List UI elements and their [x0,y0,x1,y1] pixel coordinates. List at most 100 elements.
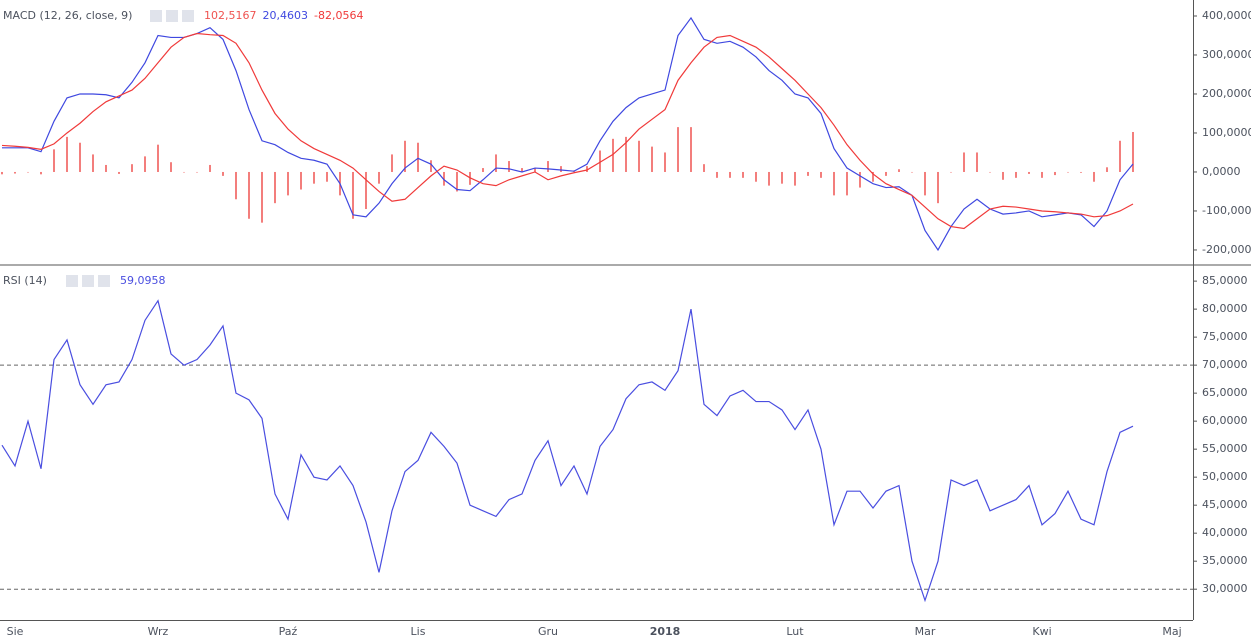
macd-icons[interactable] [150,10,194,22]
histogram-bar [768,171,770,186]
histogram-bar [391,154,393,172]
histogram-bar [807,171,809,176]
histogram-bar [261,171,263,223]
histogram-bar [898,169,900,172]
icon[interactable] [98,275,110,287]
histogram-bar [313,171,315,184]
legend-value: -82,0564 [314,9,363,22]
icon[interactable] [66,275,78,287]
legend-value: 20,4603 [263,9,309,22]
pane-title: RSI (14) [3,274,47,287]
histogram-bar [586,166,588,172]
histogram-bar [1002,171,1004,180]
histogram-bar [1119,140,1121,172]
histogram-bar [378,171,380,184]
histogram-bar [79,142,81,172]
histogram-bar [443,171,445,186]
histogram-bar [1,171,3,175]
icon[interactable] [82,275,94,287]
x-tick-label: Sie [7,625,24,638]
histogram-bar [885,171,887,176]
histogram-bar [222,171,224,176]
y-tick-label: 75,0000 [1202,330,1248,343]
histogram-bar [1106,167,1108,172]
histogram-bar [1067,171,1069,173]
pane-title: MACD (12, 26, close, 9) [3,9,132,22]
histogram-bar [560,166,562,172]
y-tick-label: 60,0000 [1202,414,1248,427]
histogram-bar [300,171,302,190]
histogram-bar [820,171,822,178]
y-tick-label: 70,0000 [1202,358,1248,371]
icon[interactable] [150,10,162,22]
histogram-bar [508,161,510,172]
histogram-bar [781,171,783,184]
histogram-bar [547,161,549,172]
rsi-icons[interactable] [66,275,110,287]
icon[interactable] [182,10,194,22]
x-tick-label: Gru [538,625,558,638]
x-tick-label: Maj [1162,625,1181,638]
histogram-bar [196,171,198,173]
x-tick-label: Kwi [1032,625,1051,638]
histogram-bar [157,144,159,172]
histogram-bar [14,171,16,174]
histogram-bar [1015,171,1017,178]
histogram-bar [911,171,913,173]
histogram-bar [976,152,978,172]
histogram-bar [66,136,68,172]
x-tick-label: Paź [279,625,298,638]
histogram-bar [521,168,523,172]
histogram-bar [742,171,744,178]
histogram-bar [1054,171,1056,176]
histogram-bar [677,127,679,172]
histogram-bar [365,171,367,210]
histogram-bar [248,171,250,219]
histogram-bar [703,164,705,172]
x-tick-label: Mar [915,625,936,638]
histogram-bar [963,152,965,172]
legend-value: 59,0958 [120,274,166,287]
histogram-bar [144,156,146,172]
y-tick-label: 0,0000 [1202,165,1241,178]
histogram-bar [638,140,640,172]
histogram-bar [534,168,536,172]
x-tick-label: Lut [786,625,804,638]
histogram-bar [131,164,133,172]
histogram-bar [53,149,55,172]
y-tick-label: 30,0000 [1202,582,1248,595]
y-tick-label: 35,0000 [1202,554,1248,567]
histogram-bar [482,168,484,172]
histogram-bar [729,171,731,178]
histogram-bar [716,171,718,178]
histogram-bar [1093,171,1095,182]
histogram-bar [612,138,614,172]
y-tick-label: 40,0000 [1202,526,1248,539]
histogram-bar [599,150,601,172]
histogram-bar [287,171,289,196]
x-tick-label: Wrz [148,625,169,638]
icon[interactable] [166,10,178,22]
histogram-bar [404,140,406,172]
histogram-bar [209,164,211,172]
histogram-bar [352,171,354,219]
x-tick-label: 2018 [650,625,681,638]
histogram-bar [27,171,29,173]
y-tick-label: 80,0000 [1202,302,1248,315]
histogram-bar [937,171,939,204]
histogram-bar [846,171,848,196]
histogram-bar [417,142,419,172]
x-tick-label: Lis [411,625,426,638]
histogram-bar [755,171,757,182]
histogram-bar [1041,171,1043,178]
histogram-bar [183,171,185,173]
histogram-bar [1132,131,1134,172]
y-tick-label: 400,0000 [1202,9,1251,22]
histogram-bar [40,171,42,175]
histogram-bar [794,171,796,186]
histogram-bar [274,171,276,204]
histogram-bar [170,162,172,172]
histogram-bar [833,171,835,196]
histogram-bar [235,171,237,200]
